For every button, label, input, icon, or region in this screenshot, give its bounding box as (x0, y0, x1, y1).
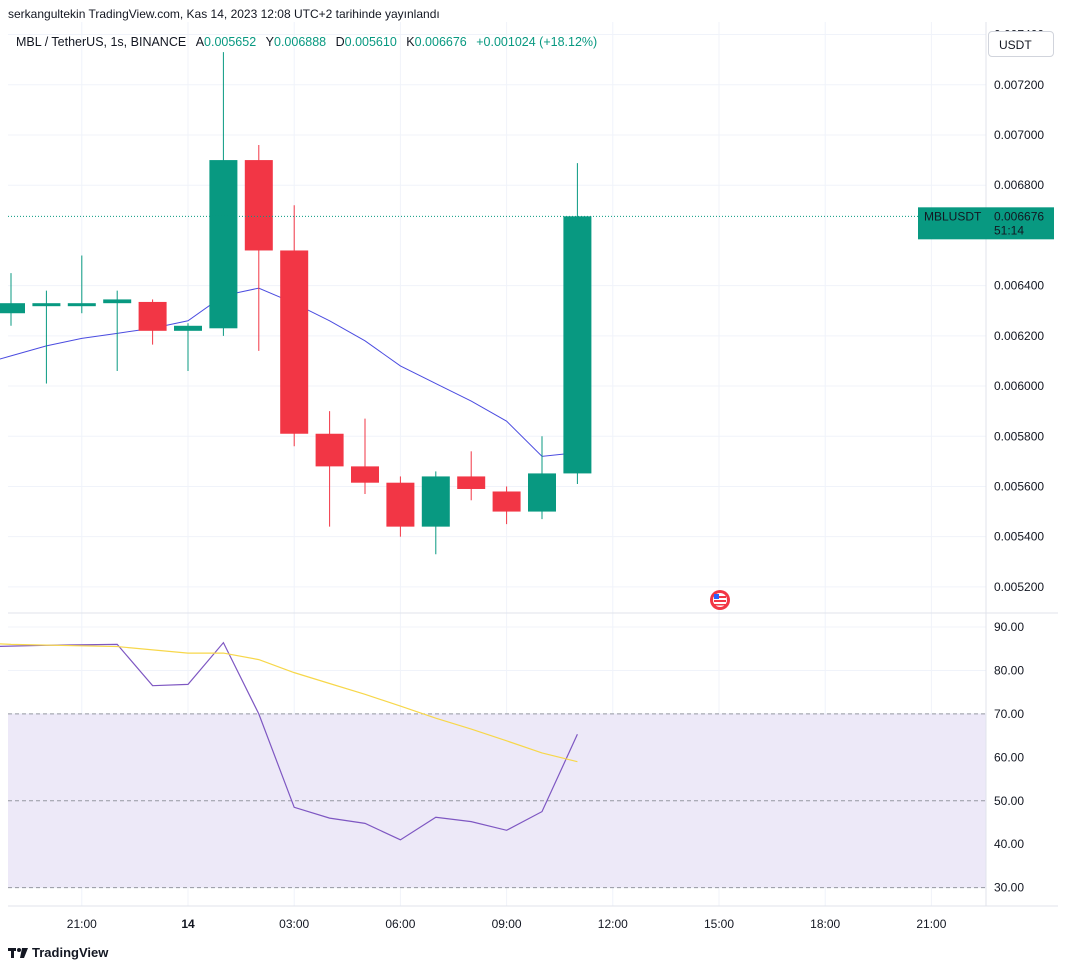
low-label: D (335, 35, 345, 49)
publisher-line: serkangultekin TradingView.com, Kas 14, … (8, 7, 440, 21)
rsi-tick-label: 90.00 (994, 620, 1024, 634)
price-tick-label: 0.006200 (994, 329, 1044, 343)
rsi-tick-label: 60.00 (994, 750, 1024, 764)
footer-brand[interactable]: TradingView (8, 945, 108, 960)
candle-body (244, 160, 273, 251)
rsi-tick-label: 50.00 (994, 794, 1024, 808)
candle-body (209, 160, 238, 329)
candle-body (421, 476, 450, 527)
candle-body (67, 303, 96, 307)
time-axis-labels[interactable]: 21:00 14 03:00 06:00 09:00 12:00 15:00 18:00 21:… (67, 917, 947, 931)
time-tick-label: 12:00 (598, 917, 628, 931)
candle-body (0, 303, 25, 314)
candle-body (103, 299, 132, 304)
rsi-tick-label: 80.00 (994, 663, 1024, 677)
time-tick-label: 09:00 (492, 917, 522, 931)
candle-body (457, 476, 486, 489)
price-tag: MBLUSDT 0.006676 51:14 (918, 207, 1054, 240)
candle-body (563, 216, 592, 474)
price-tick-label: 0.006400 (994, 279, 1044, 293)
candle-body (280, 250, 309, 434)
price-axis-labels[interactable]: 0.0074000.0072000.0070000.0068000.006400… (994, 28, 1044, 594)
rsi-band-fill (8, 713, 986, 888)
rsi-tick-label: 40.00 (994, 837, 1024, 851)
price-tick-label: 0.005400 (994, 530, 1044, 544)
high-value: 0.006888 (274, 35, 327, 49)
price-tag-value: 0.006676 (994, 209, 1044, 223)
price-tick-label: 0.006000 (994, 379, 1044, 393)
price-tag-countdown: 51:14 (994, 223, 1024, 237)
currency-button[interactable]: USDT (988, 31, 1054, 57)
rsi-axis-labels[interactable]: 90.00 80.00 70.00 60.00 50.00 40.00 30.00 (994, 620, 1024, 895)
candle-body (174, 325, 202, 331)
candle-body (315, 433, 344, 467)
price-tick-label: 0.005600 (994, 479, 1044, 493)
price-tick-label: 0.005800 (994, 429, 1044, 443)
candle-body (32, 303, 61, 307)
candle-body (492, 491, 521, 512)
price-tick-label: 0.007000 (994, 128, 1044, 142)
candle-body (351, 466, 379, 483)
open-value: 0.005652 (204, 35, 257, 49)
rsi-series-line (0, 641, 578, 841)
candle-body (138, 301, 167, 331)
rsi-series-line (0, 643, 578, 763)
time-tick-label: 03:00 (279, 917, 309, 931)
rsi-tick-label: 70.00 (994, 707, 1024, 721)
price-tick-label: 0.005200 (994, 580, 1044, 594)
time-tick-label: 14 (181, 917, 195, 931)
candle-body (528, 473, 556, 512)
candles (0, 52, 592, 555)
symbol-title[interactable]: MBL / TetherUS, 1s, BINANCE (16, 35, 187, 49)
change-value: +0.001024 (+18.12%) (476, 35, 598, 49)
time-tick-label: 15:00 (704, 917, 734, 931)
time-tick-label: 06:00 (385, 917, 415, 931)
us-flag-icon[interactable] (710, 590, 730, 610)
price-tick-label: 0.006800 (994, 178, 1044, 192)
price-tick-label: 0.007200 (994, 78, 1044, 92)
close-value: 0.006676 (414, 35, 467, 49)
symbol-legend[interactable]: MBL / TetherUS, 1s, BINANCE A0.005652 Y0… (16, 35, 597, 49)
time-tick-label: 21:00 (916, 917, 946, 931)
tradingview-logo-icon (8, 947, 28, 958)
brand-name: TradingView (32, 945, 109, 960)
time-tick-label: 21:00 (67, 917, 97, 931)
candle-body (386, 482, 415, 527)
high-label: Y (265, 35, 274, 49)
close-label: K (406, 35, 415, 49)
open-label: A (195, 35, 205, 49)
time-tick-label: 18:00 (810, 917, 840, 931)
rsi-band (8, 713, 986, 889)
rsi-tick-label: 30.00 (994, 881, 1024, 895)
low-value: 0.005610 (344, 35, 397, 49)
rsi-lines (0, 641, 578, 841)
price-tag-symbol: MBLUSDT (924, 209, 982, 223)
